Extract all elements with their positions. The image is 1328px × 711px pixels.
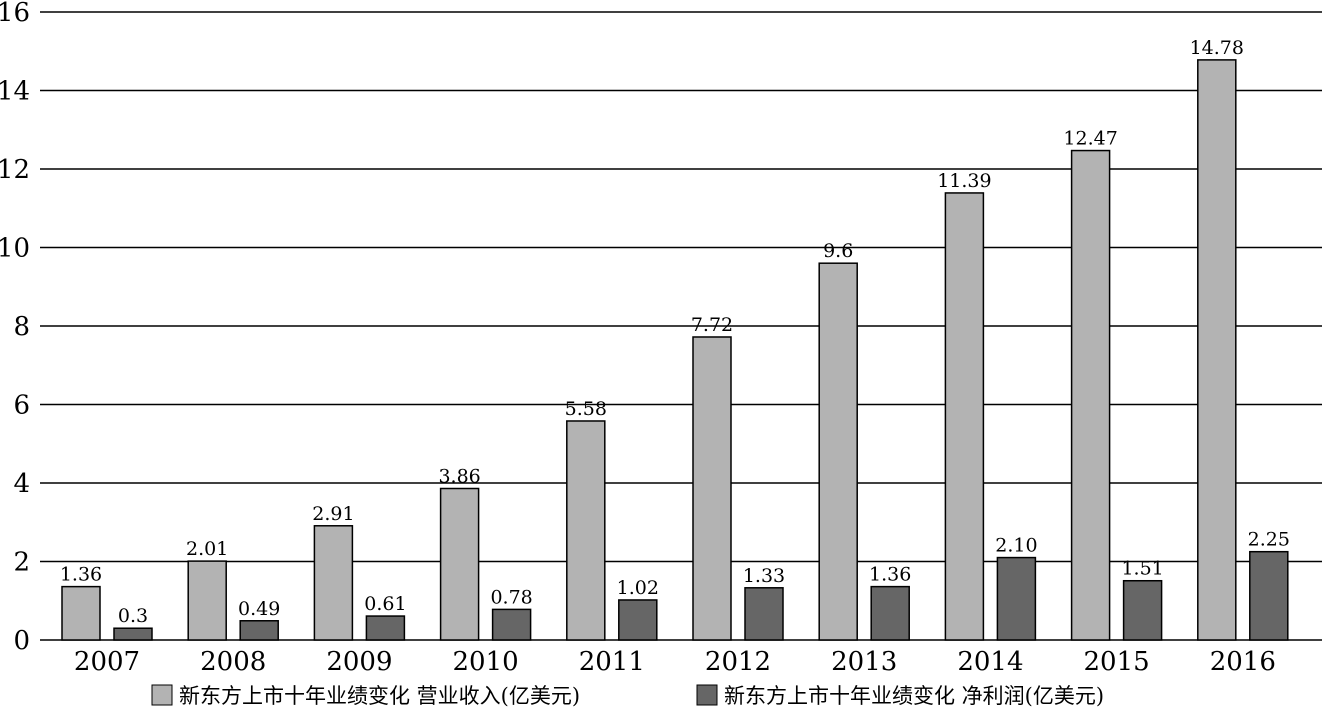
bar-net-profit: [618, 599, 658, 641]
bar-net-profit: [1122, 579, 1163, 641]
x-tick-label: 2015: [1084, 647, 1150, 677]
value-labels: 1.36 0.3 2.01 0.49 2.91 0.61 3.86 0.78 5.58 1.02 7…: [60, 37, 1290, 627]
data-label-revenue: 11.39: [937, 170, 991, 192]
bar-revenue: [439, 487, 480, 641]
legend-label-revenue: 新东方上市十年业绩变化 营业收入(亿美元): [179, 684, 580, 708]
bar-net-profit: [870, 585, 910, 641]
bar-net-profit: [996, 556, 1037, 641]
bar-revenue: [1070, 149, 1111, 641]
bar-net-profit: [744, 587, 784, 641]
data-label-revenue: 7.72: [691, 314, 733, 336]
bar-revenue: [692, 336, 732, 641]
data-label-net-profit: 0.61: [364, 593, 406, 615]
y-axis-ticks: 0 2 4 6 8 10 12 14 16: [0, 0, 30, 656]
y-tick-label: 10: [0, 234, 30, 264]
x-tick-label: 2014: [957, 647, 1023, 677]
data-label-revenue: 5.58: [565, 398, 607, 420]
gridlines: [40, 11, 1322, 641]
legend-label-net-profit: 新东方上市十年业绩变化 净利润(亿美元): [724, 684, 1104, 708]
legend-swatch-revenue: [151, 684, 173, 706]
x-tick-label: 2010: [453, 647, 519, 677]
data-label-net-profit: 1.51: [1121, 558, 1163, 580]
data-label-net-profit: 0.3: [118, 605, 148, 627]
bar-revenue: [1197, 59, 1237, 641]
x-tick-label: 2009: [326, 647, 392, 677]
bar-revenue: [61, 585, 101, 641]
y-tick-label: 0: [13, 626, 30, 656]
y-tick-label: 14: [0, 77, 30, 107]
data-label-revenue: 3.86: [438, 465, 480, 487]
bar-revenue: [818, 262, 858, 641]
bar-revenue: [187, 560, 227, 641]
data-label-net-profit: 1.36: [869, 564, 911, 586]
data-label-net-profit: 2.25: [1248, 529, 1290, 551]
bar-net-profit: [365, 615, 406, 641]
bar-net-profit: [491, 608, 532, 641]
data-label-revenue: 12.47: [1063, 128, 1117, 150]
x-tick-label: 2008: [200, 647, 266, 677]
data-label-revenue: 2.91: [312, 503, 354, 525]
x-tick-label: 2011: [579, 647, 645, 677]
bar-net-profit: [1249, 550, 1289, 641]
x-tick-label: 2012: [705, 647, 771, 677]
data-label-revenue: 1.36: [60, 564, 102, 586]
bar-net-profit: [239, 620, 279, 641]
data-label-net-profit: 1.33: [743, 565, 785, 587]
data-label-revenue: 2.01: [186, 538, 228, 560]
y-tick-label: 4: [13, 469, 30, 499]
y-tick-label: 16: [0, 0, 30, 28]
bar-revenue: [566, 420, 606, 641]
legend: 新东方上市十年业绩变化 营业收入(亿美元) 新东方上市十年业绩变化 净利润(亿美…: [151, 684, 1104, 708]
data-label-net-profit: 0.78: [490, 586, 532, 608]
y-tick-label: 12: [0, 155, 30, 185]
bars: [61, 59, 1289, 641]
x-tick-label: 2013: [831, 647, 897, 677]
y-tick-label: 6: [13, 391, 30, 421]
legend-swatch-net-profit: [696, 684, 718, 706]
data-label-net-profit: 2.10: [995, 535, 1037, 557]
y-tick-label: 8: [13, 312, 30, 342]
x-tick-label: 2016: [1210, 647, 1276, 677]
bar-revenue: [944, 192, 985, 641]
bar-revenue: [313, 525, 354, 641]
data-label-net-profit: 0.49: [238, 598, 280, 620]
data-label-revenue: 9.6: [823, 240, 853, 262]
x-axis-ticks: 2007 2008 2009 2010 2011 2012 2013 2014 2015 2016: [74, 647, 1276, 677]
data-label-revenue: 14.78: [1190, 37, 1244, 59]
bar-net-profit: [113, 627, 153, 641]
data-label-net-profit: 1.02: [617, 577, 659, 599]
y-tick-label: 2: [13, 548, 30, 578]
x-tick-label: 2007: [74, 647, 140, 677]
